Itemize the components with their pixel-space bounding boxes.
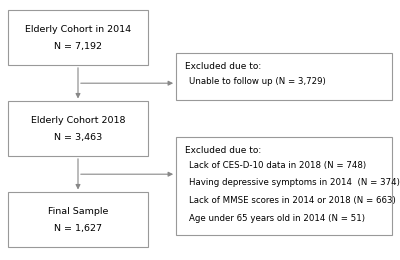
Text: Excluded due to:: Excluded due to: — [185, 62, 261, 72]
Text: N = 1,627: N = 1,627 — [54, 224, 102, 232]
Text: Lack of MMSE scores in 2014 or 2018 (N = 663): Lack of MMSE scores in 2014 or 2018 (N =… — [189, 196, 396, 205]
Text: Final Sample: Final Sample — [48, 207, 108, 216]
Text: Having depressive symptoms in 2014  (N = 374): Having depressive symptoms in 2014 (N = … — [189, 178, 400, 187]
Text: Elderly Cohort 2018: Elderly Cohort 2018 — [31, 116, 125, 125]
Text: Excluded due to:: Excluded due to: — [185, 146, 261, 155]
Text: Lack of CES-D-10 data in 2018 (N = 748): Lack of CES-D-10 data in 2018 (N = 748) — [189, 161, 366, 170]
FancyBboxPatch shape — [8, 192, 148, 247]
Text: Elderly Cohort in 2014: Elderly Cohort in 2014 — [25, 25, 131, 34]
FancyBboxPatch shape — [8, 101, 148, 156]
Text: Age under 65 years old in 2014 (N = 51): Age under 65 years old in 2014 (N = 51) — [189, 214, 365, 223]
FancyBboxPatch shape — [176, 136, 392, 235]
Text: N = 3,463: N = 3,463 — [54, 133, 102, 141]
Text: Unable to follow up (N = 3,729): Unable to follow up (N = 3,729) — [189, 77, 326, 87]
FancyBboxPatch shape — [176, 53, 392, 100]
Text: N = 7,192: N = 7,192 — [54, 42, 102, 50]
FancyBboxPatch shape — [8, 10, 148, 65]
